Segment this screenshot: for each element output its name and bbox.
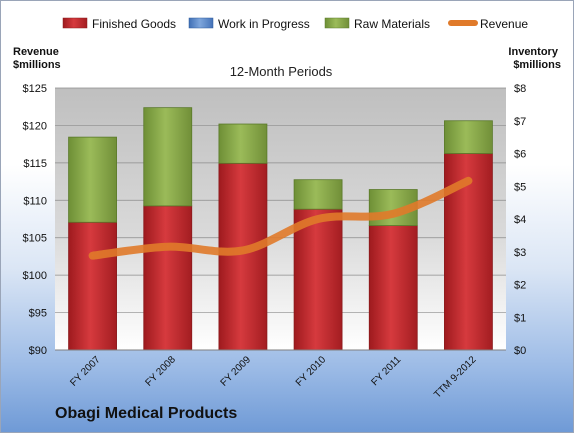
revenue-line-group xyxy=(88,176,473,260)
chart-title: 12-Month Periods xyxy=(230,64,333,79)
legend-label-revenue: Revenue xyxy=(480,17,528,31)
legend-item-raw-materials: Raw Materials xyxy=(324,17,430,31)
bar-raw-materials xyxy=(68,136,117,223)
left-tick-label: $105 xyxy=(23,233,47,245)
right-tick-label: $5 xyxy=(514,181,526,193)
left-axis-title: Revenue $millions xyxy=(13,46,62,71)
company-name: Obagi Medical Products xyxy=(55,405,238,422)
right-tick-label: $4 xyxy=(514,214,526,226)
right-tick-label: $1 xyxy=(514,312,526,324)
bar-raw-materials xyxy=(293,179,343,210)
x-axis-labels: FY 2007 FY 2008 FY 2009 FY 2010 FY 2011 TTM 9… xyxy=(68,354,479,401)
x-tick-label: TTM 9-2012 xyxy=(432,354,479,401)
bar-finished-goods xyxy=(218,162,268,351)
x-tick-label: FY 2007 xyxy=(68,354,103,389)
bar-finished-goods xyxy=(293,208,343,351)
left-axis-title-line1: Revenue xyxy=(13,46,59,58)
right-axis-title-line1: Inventory xyxy=(508,46,558,58)
revenue-point xyxy=(467,180,469,182)
legend-swatch-raw-materials xyxy=(324,17,350,29)
x-tick-label: FY 2011 xyxy=(370,354,404,388)
bar-raw-materials xyxy=(143,107,193,207)
right-axis-ticks: $0 $1 $2 $3 $4 $5 $6 $7 $8 xyxy=(514,83,526,357)
bar-raw-materials xyxy=(444,120,493,154)
revenue-point xyxy=(92,255,94,257)
right-tick-label: $6 xyxy=(514,149,526,161)
plot-area xyxy=(55,88,506,350)
right-axis-title: Inventory $millions xyxy=(508,46,561,71)
right-axis-title-line2: $millions xyxy=(513,59,561,71)
legend: Finished Goods Work in Progress Raw Mate… xyxy=(62,17,528,31)
legend-swatch-work-in-progress xyxy=(188,17,214,29)
revenue-line xyxy=(88,176,473,260)
left-tick-label: $115 xyxy=(23,158,47,170)
right-tick-label: $0 xyxy=(514,345,526,357)
right-tick-label: $2 xyxy=(514,280,526,292)
legend-label-work-in-progress: Work in Progress xyxy=(218,17,310,31)
legend-item-work-in-progress: Work in Progress xyxy=(188,17,310,31)
legend-swatch-finished-goods xyxy=(62,17,88,29)
left-tick-label: $100 xyxy=(23,270,47,282)
revenue-point xyxy=(392,213,394,215)
x-tick-label: FY 2009 xyxy=(219,354,254,389)
legend-label-finished-goods: Finished Goods xyxy=(92,17,176,31)
left-tick-label: $110 xyxy=(23,195,47,207)
legend-label-raw-materials: Raw Materials xyxy=(354,17,430,31)
legend-item-finished-goods: Finished Goods xyxy=(62,17,176,31)
bar-raw-materials xyxy=(218,123,268,164)
x-tick-label: FY 2010 xyxy=(294,354,329,389)
left-tick-label: $95 xyxy=(29,308,47,320)
bars xyxy=(68,107,493,351)
left-axis-title-line2: $millions xyxy=(13,59,61,71)
right-tick-label: $3 xyxy=(514,247,526,259)
bar-finished-goods xyxy=(68,221,117,351)
revenue-point xyxy=(242,249,244,251)
x-tick-label: FY 2008 xyxy=(143,354,178,389)
right-tick-label: $7 xyxy=(514,116,526,128)
right-tick-label: $8 xyxy=(514,83,526,95)
left-axis-ticks: $90 $95 $100 $105 $110 $115 $120 $125 xyxy=(23,83,47,357)
left-tick-label: $120 xyxy=(23,120,47,132)
left-tick-label: $90 xyxy=(29,345,47,357)
gridlines xyxy=(55,87,506,313)
bar-finished-goods xyxy=(143,205,193,351)
bar-finished-goods xyxy=(368,225,418,351)
revenue-point xyxy=(317,218,319,220)
revenue-point xyxy=(167,246,169,248)
left-tick-label: $125 xyxy=(23,83,47,95)
legend-item-revenue: Revenue xyxy=(448,17,528,31)
